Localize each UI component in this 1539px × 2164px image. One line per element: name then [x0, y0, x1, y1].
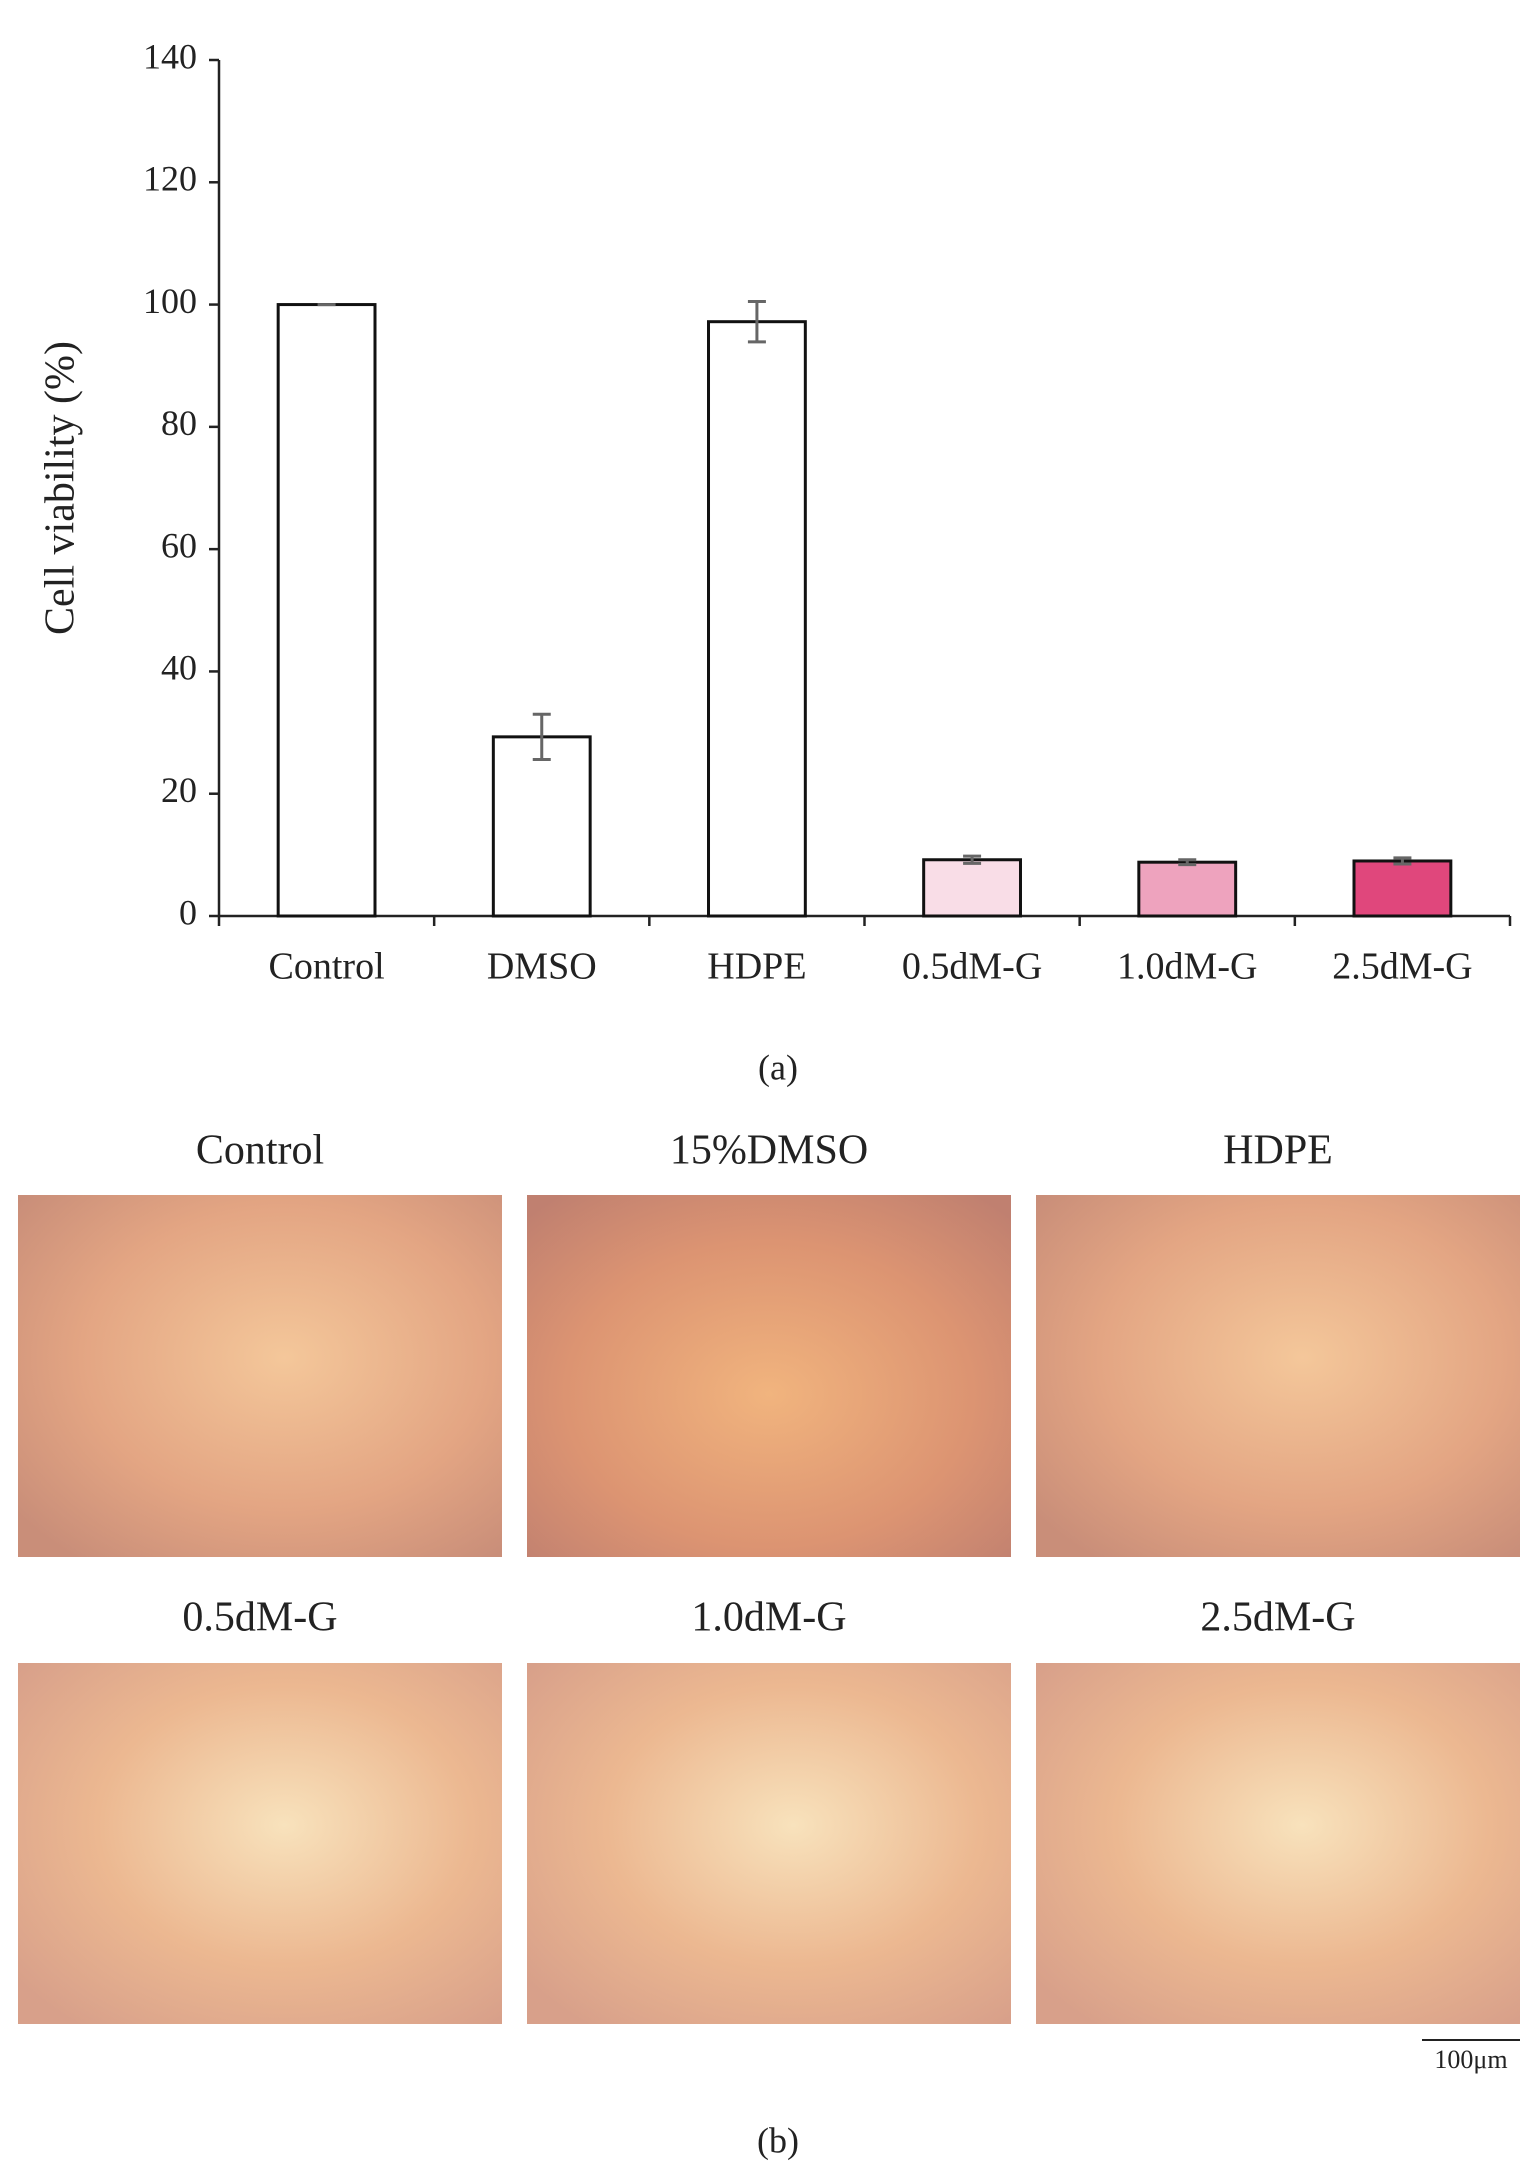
caption: (b)	[757, 2120, 799, 2160]
error-bar	[1393, 856, 1412, 866]
bar	[707, 320, 807, 918]
x-tick-label: DMSO	[487, 946, 597, 988]
y-tick-label: 40	[161, 648, 197, 688]
micrograph	[1036, 1663, 1520, 2024]
micrograph	[527, 1663, 1011, 2024]
bar	[922, 858, 1022, 918]
x-tick-label: Control	[269, 946, 385, 988]
panel-label: HDPE	[1223, 1128, 1333, 1174]
micrograph	[18, 1195, 502, 1557]
panel-label: 1.0dM-G	[691, 1595, 846, 1641]
y-tick-label: 60	[161, 525, 197, 565]
error-bar	[963, 854, 982, 865]
y-tick-label: 140	[143, 36, 197, 76]
bar	[1137, 860, 1238, 918]
panel-label: 15%DMSO	[670, 1128, 868, 1174]
bar	[491, 735, 592, 918]
micrograph	[18, 1663, 502, 2024]
y-axis-label: Cell viability (%)	[38, 341, 84, 635]
error-bar	[532, 712, 551, 761]
micrograph-panels	[18, 1195, 1520, 2041]
micrograph	[527, 1195, 1011, 1557]
error-bar	[747, 300, 766, 344]
x-tick-label: 1.0dM-G	[1117, 946, 1257, 988]
x-tick-label: 0.5dM-G	[902, 946, 1042, 988]
panel-label: Control	[196, 1128, 324, 1174]
y-tick-label: 100	[143, 281, 197, 321]
x-tick-label: HDPE	[707, 946, 806, 988]
panel-label: 0.5dM-G	[182, 1595, 337, 1641]
y-tick-label: 20	[161, 770, 197, 810]
y-tick-label: 120	[143, 159, 197, 199]
bar	[1352, 859, 1453, 918]
y-tick-label: 0	[179, 892, 197, 932]
bar	[276, 303, 377, 918]
caption: (a)	[758, 1047, 798, 1087]
y-tick-label: 80	[161, 403, 197, 443]
scale-bar-label: 100μm	[1434, 2045, 1507, 2074]
micrograph	[1036, 1195, 1520, 1557]
panel-label: 2.5dM-G	[1200, 1595, 1355, 1641]
error-bar	[1178, 858, 1197, 867]
x-tick-label: 2.5dM-G	[1332, 946, 1472, 988]
